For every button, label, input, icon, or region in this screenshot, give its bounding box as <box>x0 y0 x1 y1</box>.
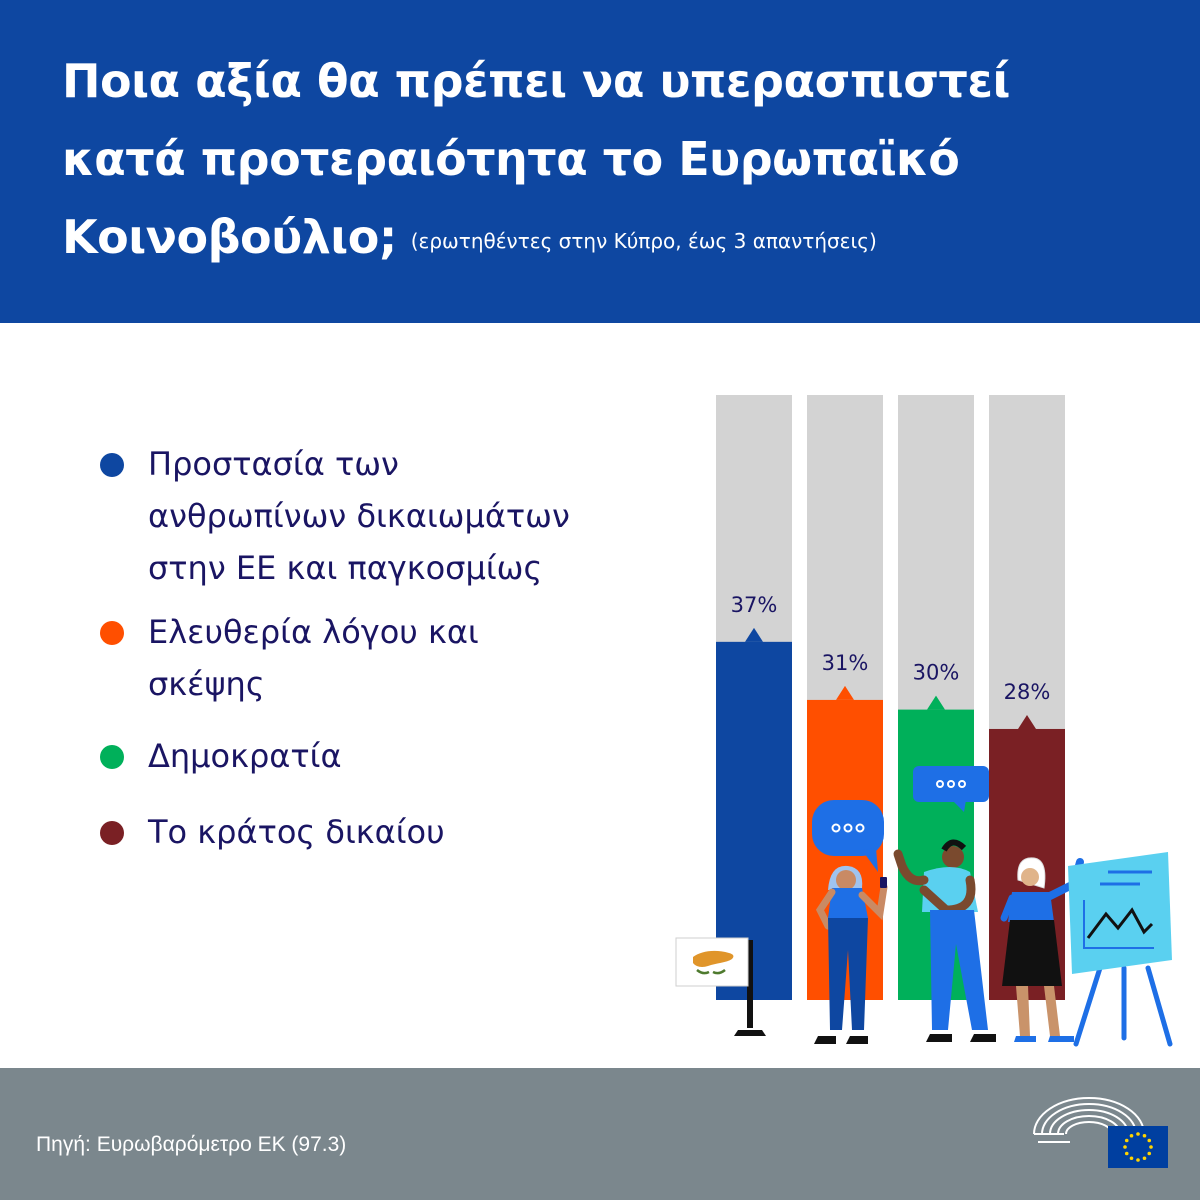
star-icon <box>1136 1158 1140 1162</box>
person-icon <box>893 839 996 1042</box>
speech-bubble-icon <box>913 766 989 812</box>
person-icon <box>814 865 888 1044</box>
star-icon <box>1129 1133 1134 1138</box>
legend-text-line: σκέψης <box>148 665 265 703</box>
source-note: Πηγή: Ευρωβαρόμετρο ΕΚ (97.3) <box>36 1133 347 1156</box>
legend-text-line: Δημοκρατία <box>148 737 342 775</box>
legend-text-line: Ελευθερία λόγου και <box>148 613 479 651</box>
legend-dot-orange <box>100 621 124 645</box>
title-line-2: κατά προτεραιότητα το Ευρωπαϊκό <box>62 132 960 186</box>
legend-dot-maroon <box>100 821 124 845</box>
presentation-board-icon <box>1068 852 1173 1047</box>
bar-pointer <box>1018 714 1036 729</box>
star-icon <box>1124 1138 1129 1143</box>
star-icon <box>1123 1145 1127 1149</box>
bar-pointer <box>836 685 854 700</box>
chart-legend: Προστασία των ανθρωπίνων δικαιωμάτων στη… <box>100 438 700 858</box>
bar-value-label: 31% <box>822 651 869 675</box>
legend-dot-green <box>100 745 124 769</box>
star-icon <box>1149 1145 1153 1149</box>
bar-value-label: 37% <box>731 593 778 617</box>
title-line-3: Κοινοβούλιο; (ερωτηθέντες στην Κύπρο, έως… <box>62 198 1162 280</box>
legend-item-human-rights: Προστασία των ανθρωπίνων δικαιωμάτων στη… <box>100 438 700 594</box>
title-line-3-text: Κοινοβούλιο; <box>62 210 397 264</box>
bar-pointer <box>927 695 945 710</box>
bar-pointer <box>745 627 763 642</box>
star-icon <box>1147 1138 1152 1143</box>
cyprus-flag-icon <box>675 937 766 1036</box>
star-icon <box>1142 1133 1147 1138</box>
footer-bar <box>0 1068 1200 1200</box>
star-icon <box>1124 1151 1129 1156</box>
legend-item-democracy: Δημοκρατία <box>100 730 700 782</box>
legend-text-line: Προστασία των <box>148 445 399 483</box>
legend-text-line: Το κράτος δικαίου <box>148 813 445 851</box>
legend-item-rule-of-law: Το κράτος δικαίου <box>100 806 700 858</box>
star-icon <box>1136 1132 1140 1136</box>
legend-text-line: στην ΕΕ και παγκοσμίως <box>148 549 543 587</box>
title-line-1: Ποια αξία θα πρέπει να υπερασπιστεί <box>62 54 1010 108</box>
bar-value-label: 28% <box>1004 680 1051 704</box>
european-parliament-logo <box>1033 1097 1168 1168</box>
star-icon <box>1142 1156 1147 1161</box>
legend-item-free-speech: Ελευθερία λόγου και σκέψης <box>100 606 700 710</box>
header-banner: Ποια αξία θα πρέπει να υπερασπιστεί κατά… <box>0 0 1200 323</box>
legend-dot-blue <box>100 453 124 477</box>
page-title: Ποια αξία θα πρέπει να υπερασπιστεί κατά… <box>62 42 1162 280</box>
bar-value-label: 30% <box>913 661 960 685</box>
star-icon <box>1129 1156 1134 1161</box>
speech-bubble-icon <box>812 800 884 872</box>
star-icon <box>1147 1151 1152 1156</box>
legend-text-line: ανθρωπίνων δικαιωμάτων <box>148 497 570 535</box>
title-subtitle: (ερωτηθέντες στην Κύπρο, έως 3 απαντήσει… <box>410 228 877 253</box>
